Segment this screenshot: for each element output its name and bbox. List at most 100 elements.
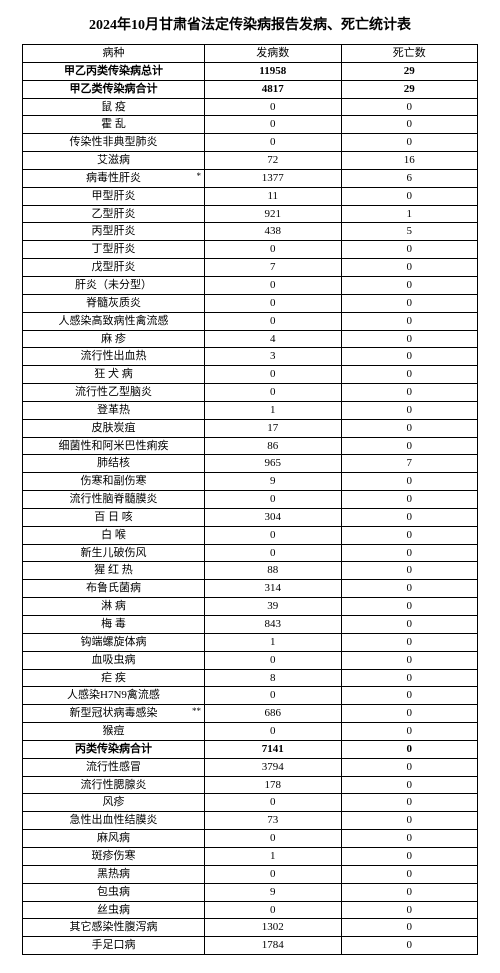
cell-disease: 甲乙类传染病合计: [23, 80, 205, 98]
cell-deaths: 0: [341, 384, 478, 402]
table-row: 麻风病00: [23, 830, 478, 848]
cell-disease: 百 日 咳: [23, 508, 205, 526]
cell-deaths: 0: [341, 580, 478, 598]
cell-cases: 0: [205, 98, 342, 116]
cell-deaths: 0: [341, 330, 478, 348]
cell-cases: 0: [205, 366, 342, 384]
cell-cases: 0: [205, 116, 342, 134]
cell-cases: 178: [205, 776, 342, 794]
table-row: 淋 病390: [23, 598, 478, 616]
cell-cases: 7: [205, 259, 342, 277]
cell-deaths: 0: [341, 276, 478, 294]
table-row: 流行性乙型脑炎00: [23, 384, 478, 402]
cell-deaths: 0: [341, 919, 478, 937]
table-row: 包虫病90: [23, 883, 478, 901]
cell-deaths: 0: [341, 187, 478, 205]
cell-cases: 8: [205, 669, 342, 687]
table-row: 急性出血性结膜炎730: [23, 812, 478, 830]
cell-disease: 流行性感冒: [23, 758, 205, 776]
cell-cases: 72: [205, 152, 342, 170]
table-row: 梅 毒8430: [23, 616, 478, 634]
cell-cases: 9: [205, 473, 342, 491]
cell-disease: 疟 疾: [23, 669, 205, 687]
cell-cases: 0: [205, 134, 342, 152]
cell-deaths: 0: [341, 937, 478, 955]
cell-cases: 7141: [205, 740, 342, 758]
table-row: 丙型肝炎4385: [23, 223, 478, 241]
table-row: 皮肤炭疽170: [23, 419, 478, 437]
col-deaths: 死亡数: [341, 45, 478, 63]
cell-disease: 流行性出血热: [23, 348, 205, 366]
disease-table: 病种 发病数 死亡数 甲乙丙类传染病总计1195829甲乙类传染病合计48172…: [22, 44, 478, 955]
cell-disease: 梅 毒: [23, 616, 205, 634]
cell-disease: 登革热: [23, 401, 205, 419]
cell-deaths: 0: [341, 294, 478, 312]
table-row: 甲型肝炎110: [23, 187, 478, 205]
cell-deaths: 0: [341, 651, 478, 669]
cell-disease: 乙型肝炎: [23, 205, 205, 223]
cell-cases: 11958: [205, 62, 342, 80]
cell-disease: 急性出血性结膜炎: [23, 812, 205, 830]
table-row: 传染性非典型肺炎00: [23, 134, 478, 152]
cell-deaths: 0: [341, 544, 478, 562]
cell-disease: 流行性腮腺炎: [23, 776, 205, 794]
table-row: 艾滋病7216: [23, 152, 478, 170]
table-row: 新型冠状病毒感染**6860: [23, 705, 478, 723]
cell-deaths: 0: [341, 794, 478, 812]
cell-deaths: 0: [341, 473, 478, 491]
cell-disease: 丙类传染病合计: [23, 740, 205, 758]
table-row: 流行性感冒37940: [23, 758, 478, 776]
cell-disease: 手足口病: [23, 937, 205, 955]
cell-deaths: 29: [341, 80, 478, 98]
cell-deaths: 0: [341, 598, 478, 616]
cell-deaths: 16: [341, 152, 478, 170]
cell-disease: 钩端螺旋体病: [23, 633, 205, 651]
cell-cases: 1: [205, 401, 342, 419]
cell-deaths: 0: [341, 437, 478, 455]
cell-deaths: 6: [341, 169, 478, 187]
cell-disease: 淋 病: [23, 598, 205, 616]
cell-cases: 314: [205, 580, 342, 598]
cell-deaths: 0: [341, 401, 478, 419]
cell-cases: 1: [205, 633, 342, 651]
cell-disease: 甲乙丙类传染病总计: [23, 62, 205, 80]
cell-cases: 0: [205, 794, 342, 812]
col-disease: 病种: [23, 45, 205, 63]
cell-cases: 1302: [205, 919, 342, 937]
cell-cases: 17: [205, 419, 342, 437]
cell-disease: 鼠 疫: [23, 98, 205, 116]
cell-cases: 1: [205, 847, 342, 865]
cell-cases: 9: [205, 883, 342, 901]
cell-deaths: 0: [341, 740, 478, 758]
cell-disease: 肝炎（未分型）: [23, 276, 205, 294]
table-row: 细菌性和阿米巴性痢疾860: [23, 437, 478, 455]
cell-cases: 843: [205, 616, 342, 634]
cell-disease: 人感染高致病性禽流感: [23, 312, 205, 330]
cell-cases: 86: [205, 437, 342, 455]
cell-deaths: 0: [341, 508, 478, 526]
cell-disease: 白 喉: [23, 526, 205, 544]
cell-disease: 人感染H7N9禽流感: [23, 687, 205, 705]
table-row: 鼠 疫00: [23, 98, 478, 116]
cell-deaths: 5: [341, 223, 478, 241]
cell-cases: 0: [205, 526, 342, 544]
cell-cases: 0: [205, 723, 342, 741]
cell-cases: 4: [205, 330, 342, 348]
cell-cases: 921: [205, 205, 342, 223]
cell-deaths: 0: [341, 419, 478, 437]
table-row: 乙型肝炎9211: [23, 205, 478, 223]
cell-cases: 686: [205, 705, 342, 723]
table-row: 麻 疹40: [23, 330, 478, 348]
cell-cases: 0: [205, 865, 342, 883]
cell-cases: 73: [205, 812, 342, 830]
cell-cases: 0: [205, 544, 342, 562]
cell-deaths: 0: [341, 883, 478, 901]
table-row: 肺结核9657: [23, 455, 478, 473]
cell-deaths: 0: [341, 241, 478, 259]
table-row: 甲乙丙类传染病总计1195829: [23, 62, 478, 80]
table-row: 手足口病17840: [23, 937, 478, 955]
cell-disease: 黑热病: [23, 865, 205, 883]
cell-deaths: 0: [341, 348, 478, 366]
cell-disease: 霍 乱: [23, 116, 205, 134]
cell-deaths: 0: [341, 366, 478, 384]
